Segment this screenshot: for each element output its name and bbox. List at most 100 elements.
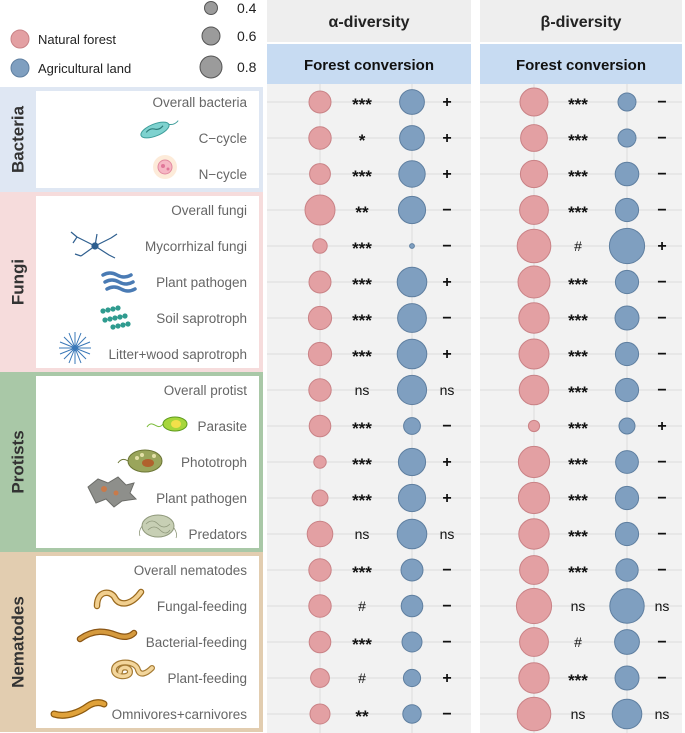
row-label: Overall protist bbox=[164, 383, 248, 398]
beta-direction-label: − bbox=[657, 166, 666, 183]
predator-protist-icon bbox=[138, 514, 178, 539]
alpha-direction-label: − bbox=[442, 418, 451, 435]
beta-natural-bubble bbox=[519, 627, 549, 657]
alpha-direction-label: ns bbox=[440, 382, 455, 398]
beta-direction-label: − bbox=[657, 130, 666, 147]
beta-natural-bubble bbox=[516, 228, 552, 264]
fungal-feeding-nematode-icon bbox=[93, 588, 145, 610]
row-label: Soil saprotroph bbox=[156, 311, 247, 326]
icons bbox=[50, 120, 188, 719]
bacteria-group-label: Bacteria bbox=[9, 105, 28, 173]
alpha-agri-bubble bbox=[401, 631, 423, 653]
beta-natural-bubble bbox=[520, 124, 548, 152]
beta-direction-label: − bbox=[657, 346, 666, 363]
beta-significance-label: # bbox=[574, 238, 582, 254]
alpha-natural-bubble bbox=[311, 489, 329, 507]
alpha-direction-label: − bbox=[442, 310, 451, 327]
legend-size-0.4-label: 0.4 bbox=[237, 0, 257, 16]
alpha-significance-label: *** bbox=[352, 491, 372, 510]
beta-agri-bubble bbox=[615, 558, 639, 582]
protists-group-label: Protists bbox=[9, 430, 28, 493]
alpha-agri-bubble bbox=[403, 417, 421, 435]
beta-direction-label: − bbox=[657, 94, 666, 111]
alpha-direction-label: − bbox=[442, 238, 451, 255]
beta-direction-label: − bbox=[657, 382, 666, 399]
beta-significance-label: *** bbox=[568, 95, 588, 114]
beta-significance-label: *** bbox=[568, 347, 588, 366]
nematodes-group-label: Nematodes bbox=[9, 596, 28, 688]
beta-agri-bubble bbox=[614, 665, 640, 691]
beta-significance-label: *** bbox=[568, 419, 588, 438]
beta-agri-bubble bbox=[614, 629, 640, 655]
beta-significance-label: *** bbox=[568, 311, 588, 330]
beta-panel-body bbox=[480, 84, 682, 733]
alpha-significance-label: *** bbox=[352, 455, 372, 474]
beta-natural-bubble bbox=[519, 195, 549, 225]
phototroph-protist-icon bbox=[117, 449, 163, 473]
beta-natural-bubble bbox=[518, 518, 550, 550]
alpha-direction-label: + bbox=[442, 166, 451, 183]
beta-natural-bubble bbox=[519, 87, 549, 117]
alpha-natural-bubble bbox=[309, 703, 331, 725]
beta-natural-bubble bbox=[516, 696, 552, 732]
beta-agri-bubble bbox=[609, 588, 645, 624]
beta-direction-label: − bbox=[657, 310, 666, 327]
c-cycle-bacterium-icon bbox=[140, 120, 179, 139]
beta-direction-label: + bbox=[657, 418, 666, 435]
alpha-natural-bubble bbox=[308, 378, 332, 402]
beta-direction-label: ns bbox=[655, 706, 670, 722]
alpha-direction-label: − bbox=[442, 706, 451, 723]
alpha-significance-label: *** bbox=[352, 347, 372, 366]
alpha-significance-label: *** bbox=[352, 275, 372, 294]
alpha-agri-bubble bbox=[397, 195, 427, 225]
beta-direction-label: − bbox=[657, 490, 666, 507]
alpha-significance-label: *** bbox=[352, 95, 372, 114]
alpha-direction-label: + bbox=[442, 274, 451, 291]
beta-significance-label: *** bbox=[568, 167, 588, 186]
alpha-direction-label: ns bbox=[440, 526, 455, 542]
beta-significance-label: *** bbox=[568, 383, 588, 402]
alpha-direction-label: + bbox=[442, 670, 451, 687]
row-label: Overall bacteria bbox=[152, 95, 247, 110]
alpha-natural-bubble bbox=[308, 270, 332, 294]
row-label: Omnivores+carnivores bbox=[112, 707, 248, 722]
alpha-agri-bubble bbox=[402, 668, 422, 688]
alpha-natural-bubble bbox=[308, 594, 332, 618]
alpha-agri-bubble bbox=[400, 558, 424, 582]
beta-direction-label: − bbox=[657, 634, 666, 651]
beta-panel-subtitle: Forest conversion bbox=[516, 57, 646, 74]
plant-pathogen-protist-icon bbox=[87, 476, 138, 508]
beta-agri-bubble bbox=[614, 305, 640, 331]
legend-agricultural-swatch bbox=[10, 58, 30, 78]
alpha-direction-label: − bbox=[442, 562, 451, 579]
bacterial-feeding-nematode-icon bbox=[76, 628, 138, 643]
beta-natural-bubble bbox=[515, 587, 553, 625]
beta-panel-header bbox=[480, 0, 682, 42]
alpha-significance-label: # bbox=[358, 598, 366, 614]
beta-direction-label: − bbox=[657, 526, 666, 543]
alpha-agri-bubble bbox=[396, 266, 428, 298]
beta-agri-bubble bbox=[608, 227, 646, 265]
alpha-significance-label: ns bbox=[355, 382, 370, 398]
legend: Natural forest Agricultural land 0.4 0.6… bbox=[10, 0, 257, 79]
alpha-natural-bubble bbox=[307, 341, 333, 367]
row-label: Bacterial-feeding bbox=[146, 635, 247, 650]
row-label: Litter+wood saprotroph bbox=[109, 347, 247, 362]
beta-significance-label: *** bbox=[568, 131, 588, 150]
alpha-significance-label: # bbox=[358, 670, 366, 686]
row-label: N−cycle bbox=[199, 167, 247, 182]
beta-direction-label: − bbox=[657, 670, 666, 687]
soil-saprotroph-icon bbox=[100, 305, 131, 330]
parasite-protist-icon bbox=[146, 416, 188, 432]
n-cycle-bacterium-icon bbox=[153, 155, 177, 179]
legend-natural-label: Natural forest bbox=[38, 32, 116, 47]
legend-size-0.8-label: 0.8 bbox=[237, 59, 257, 75]
beta-direction-label: ns bbox=[655, 598, 670, 614]
beta-agri-bubble bbox=[611, 698, 643, 730]
alpha-agri-bubble bbox=[409, 243, 415, 249]
beta-natural-bubble bbox=[519, 555, 549, 585]
alpha-natural-bubble bbox=[308, 126, 332, 150]
beta-significance-label: # bbox=[574, 634, 582, 650]
beta-direction-label: − bbox=[657, 562, 666, 579]
